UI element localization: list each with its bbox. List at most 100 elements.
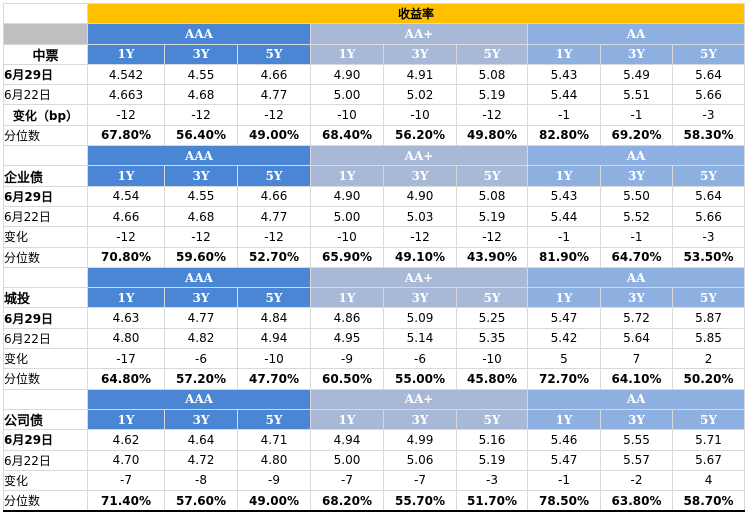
value-cell: 4.94	[237, 327, 311, 350]
row-label: 6月29日	[3, 429, 88, 451]
value-cell: 4.80	[87, 327, 165, 350]
value-cell: 57.60%	[164, 490, 238, 512]
value-cell: 4.55	[164, 185, 238, 207]
value-cell: 4.86	[310, 307, 384, 329]
value-cell: 64.10%	[600, 368, 673, 390]
value-cell: 4.66	[87, 205, 165, 228]
value-cell: 5.25	[456, 307, 528, 329]
table-row: 6月29日 4.62 4.64 4.71 4.94 4.99 5.16 5.46 5.55 5.7…	[3, 429, 746, 451]
grade-header: AAA	[87, 23, 311, 45]
value-cell: 55.00%	[383, 368, 457, 390]
table-title: 收益率	[86, 2, 746, 25]
tenor-header: 5Y	[671, 287, 746, 309]
value-cell: 4.64	[164, 429, 238, 451]
value-cell: 5.00	[310, 205, 384, 228]
tenor-header: 1Y	[310, 287, 384, 309]
value-cell: -8	[164, 469, 238, 492]
row-label: 6月22日	[3, 449, 88, 471]
value-cell: 57.20%	[164, 368, 238, 390]
value-cell: -12	[237, 226, 311, 248]
tenor-header: 5Y	[456, 287, 528, 309]
value-cell: 4.72	[164, 449, 238, 471]
grade-header: AA+	[310, 266, 528, 289]
value-cell: 4.91	[383, 63, 457, 86]
tenor-header: 1Y	[310, 408, 384, 431]
tenor-header: 5Y	[671, 165, 746, 187]
tenor-header: 1Y	[527, 43, 601, 65]
row-label: 6月29日	[3, 307, 88, 329]
section-label: 城投	[3, 287, 88, 309]
grade-header-row: AAA AA+ AA	[3, 23, 746, 45]
tenor-header: 3Y	[383, 43, 457, 65]
value-cell: -7	[87, 469, 165, 492]
value-cell: 55.70%	[383, 490, 457, 512]
value-cell: 4.94	[310, 429, 384, 451]
value-cell: 59.60%	[164, 246, 238, 268]
value-cell: -9	[237, 469, 311, 492]
value-cell: 7	[600, 348, 673, 370]
table-row: 分位数 71.40% 57.60% 49.00% 68.20% 55.70% 51.70% 7…	[3, 490, 746, 512]
value-cell: -3	[671, 104, 746, 126]
value-cell: -6	[383, 348, 457, 370]
value-cell: -1	[600, 226, 673, 248]
tenor-header: 5Y	[237, 43, 311, 65]
value-cell: -3	[456, 469, 528, 492]
row-label: 分位数	[3, 246, 88, 268]
tenor-header: 1Y	[87, 408, 165, 431]
tenor-header: 1Y	[87, 43, 165, 65]
section-label: 公司债	[3, 408, 88, 431]
value-cell: 5.47	[527, 449, 601, 471]
value-cell: 72.70%	[527, 368, 601, 390]
value-cell: -3	[671, 226, 746, 248]
table-row: 6月22日 4.70 4.72 4.80 5.00 5.06 5.19 5.47 5.57 5.6…	[3, 449, 746, 471]
corner-gray-cell	[3, 23, 88, 45]
value-cell: -1	[600, 104, 673, 126]
grade-header: AA+	[310, 23, 528, 45]
row-label: 6月29日	[3, 185, 88, 207]
value-cell: 5.14	[383, 327, 457, 350]
value-cell: -12	[383, 226, 457, 248]
row-label: 分位数	[3, 490, 88, 512]
tenor-header-row: 城投 1Y 3Y 5Y 1Y 3Y 5Y 1Y 3Y 5Y	[3, 287, 746, 309]
value-cell: 5.08	[456, 185, 528, 207]
value-cell: 49.80%	[456, 124, 528, 147]
value-cell: -12	[87, 226, 165, 248]
value-cell: 5.00	[310, 84, 384, 106]
tenor-header: 5Y	[237, 165, 311, 187]
value-cell: 5.46	[527, 429, 601, 451]
grade-header: AA	[526, 388, 746, 410]
table-row: 分位数 67.80% 56.40% 49.00% 68.40% 56.20% 49.80% 8…	[3, 124, 746, 147]
section-label: 中票	[3, 43, 88, 65]
tenor-header: 5Y	[671, 43, 746, 65]
grade-header: AAA	[87, 388, 311, 410]
table-row: 变化（bp） -12 -12 -12 -10 -10 -12 -1 -1 -3	[3, 104, 746, 126]
value-cell: 58.30%	[671, 124, 746, 147]
value-cell: 5.43	[527, 63, 601, 86]
grade-header: AA	[526, 23, 746, 45]
value-cell: 5.55	[600, 429, 673, 451]
value-cell: 5.72	[600, 307, 673, 329]
value-cell: 5.49	[600, 63, 673, 86]
row-label: 6月22日	[3, 84, 88, 106]
value-cell: 5.03	[383, 205, 457, 228]
row-label: 分位数	[3, 368, 88, 390]
value-cell: 50.20%	[671, 368, 746, 390]
grade-header-row: AAA AA+ AA	[3, 388, 746, 410]
value-cell: 5.64	[600, 327, 673, 350]
grade-header: AA+	[310, 388, 528, 410]
value-cell: 4.84	[237, 307, 311, 329]
value-cell: 5.47	[527, 307, 601, 329]
value-cell: -12	[456, 226, 528, 248]
tenor-header: 3Y	[600, 408, 673, 431]
section-spacer	[3, 145, 88, 167]
tenor-header: 1Y	[527, 408, 601, 431]
title-row: 收益率	[3, 2, 746, 25]
table-row: 6月22日 4.80 4.82 4.94 4.95 5.14 5.35 5.42 5.64 5.8…	[3, 327, 746, 350]
tenor-header: 3Y	[164, 408, 238, 431]
value-cell: -1	[527, 104, 601, 126]
section-spacer	[3, 266, 88, 289]
tenor-header: 1Y	[87, 165, 165, 187]
value-cell: 5.02	[383, 84, 457, 106]
table-row: 6月22日 4.66 4.68 4.77 5.00 5.03 5.19 5.44 5.52 5.6…	[3, 205, 746, 228]
tenor-header: 3Y	[164, 287, 238, 309]
